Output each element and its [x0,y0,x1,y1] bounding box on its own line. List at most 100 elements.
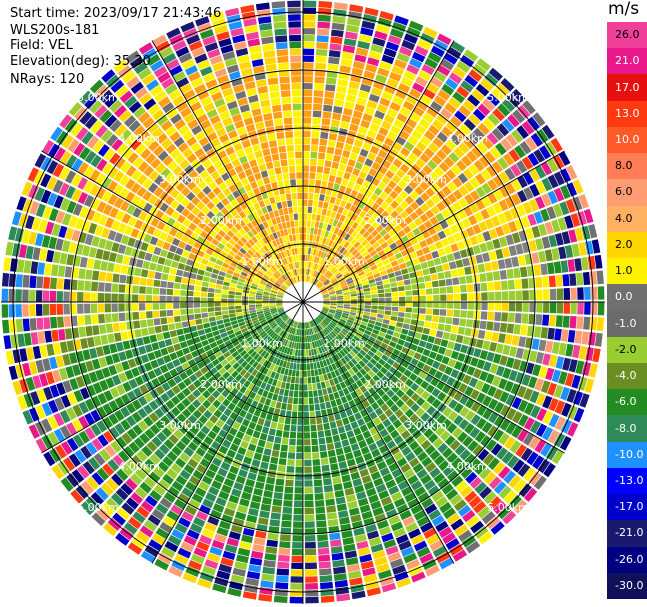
velocity-gate [268,319,275,325]
velocity-gate [81,131,94,145]
velocity-gate [346,321,353,327]
velocity-gate [356,379,364,388]
velocity-gate [260,580,274,589]
velocity-gate [144,344,153,353]
velocity-gate [252,280,259,285]
velocity-gate [405,307,413,313]
velocity-gate [384,334,393,341]
velocity-gate [269,355,275,363]
velocity-gate [55,444,67,459]
velocity-gate [200,307,208,313]
velocity-gate [113,59,128,73]
velocity-gate [321,289,328,294]
velocity-gate [371,202,380,211]
velocity-gate [322,337,327,345]
velocity-gate [234,382,243,391]
velocity-gate [120,331,129,341]
velocity-gate [177,170,188,181]
velocity-gate [139,384,149,395]
velocity-gate [327,342,333,349]
velocity-gate [228,306,235,310]
velocity-gate [435,551,451,564]
velocity-gate [140,354,150,364]
velocity-gate [315,49,328,57]
velocity-gate [80,338,89,349]
velocity-gate [181,408,192,419]
velocity-gate [350,304,358,308]
velocity-gate [375,280,383,286]
velocity-gate [515,243,524,255]
velocity-gate [95,173,107,186]
velocity-gate [252,343,260,351]
velocity-gate [333,566,346,575]
velocity-gate [441,483,454,495]
velocity-gate [264,272,271,278]
velocity-gate [544,249,553,262]
velocity-gate [159,497,173,509]
velocity-gate [323,394,330,402]
velocity-gate [175,46,190,58]
velocity-gate [28,424,40,439]
instrument-label: WLS200s-181 [10,23,100,38]
velocity-gate [261,106,272,114]
velocity-gate [320,345,326,353]
velocity-gate [308,397,314,405]
velocity-gate [167,316,175,324]
velocity-gate [323,104,333,112]
velocity-gate [150,84,163,97]
velocity-gate [303,96,313,104]
velocity-gate [160,317,168,325]
velocity-gate [318,152,326,160]
velocity-gate [531,252,540,264]
velocity-gate [303,131,311,138]
velocity-gate [400,463,412,474]
velocity-gate [286,333,291,340]
velocity-gate [165,143,177,155]
velocity-gate [287,271,292,278]
velocity-gate [316,316,322,322]
velocity-gate [351,299,358,302]
velocity-gate [328,265,335,272]
velocity-gate [398,46,413,57]
velocity-gate [37,331,46,344]
velocity-gate [245,124,256,133]
velocity-gate [240,339,248,346]
velocity-gate [164,338,173,347]
velocity-gate [333,243,340,250]
velocity-gate [268,84,280,92]
velocity-gate [78,415,89,429]
velocity-gate [120,419,131,431]
velocity-gate [56,130,69,145]
velocity-gate [440,339,449,348]
velocity-gate [276,174,283,182]
velocity-gate [267,190,274,198]
velocity-gate [48,236,58,250]
velocity-gate [322,359,328,367]
velocity-gate [511,425,523,439]
velocity-gate [489,363,499,374]
velocity-gate [245,449,255,459]
velocity-gate [193,175,203,185]
velocity-gate [194,313,202,320]
velocity-gate [412,429,422,440]
velocity-gate [486,272,494,282]
velocity-gate [250,246,257,254]
velocity-gate [320,229,326,237]
velocity-gate [314,403,321,411]
velocity-gate [334,99,345,107]
velocity-gate [70,291,77,302]
velocity-gate [329,291,336,295]
azimuth-line [302,150,565,303]
velocity-gate [350,514,362,523]
velocity-gate [184,353,193,361]
velocity-gate [272,443,281,451]
velocity-gate [374,362,383,370]
velocity-gate [403,318,411,324]
velocity-gate [323,167,331,175]
velocity-gate [226,501,238,511]
velocity-gate [339,381,347,389]
velocity-gate [347,130,357,139]
velocity-gate [246,152,256,161]
velocity-gate [131,367,140,378]
velocity-gate [259,357,266,365]
